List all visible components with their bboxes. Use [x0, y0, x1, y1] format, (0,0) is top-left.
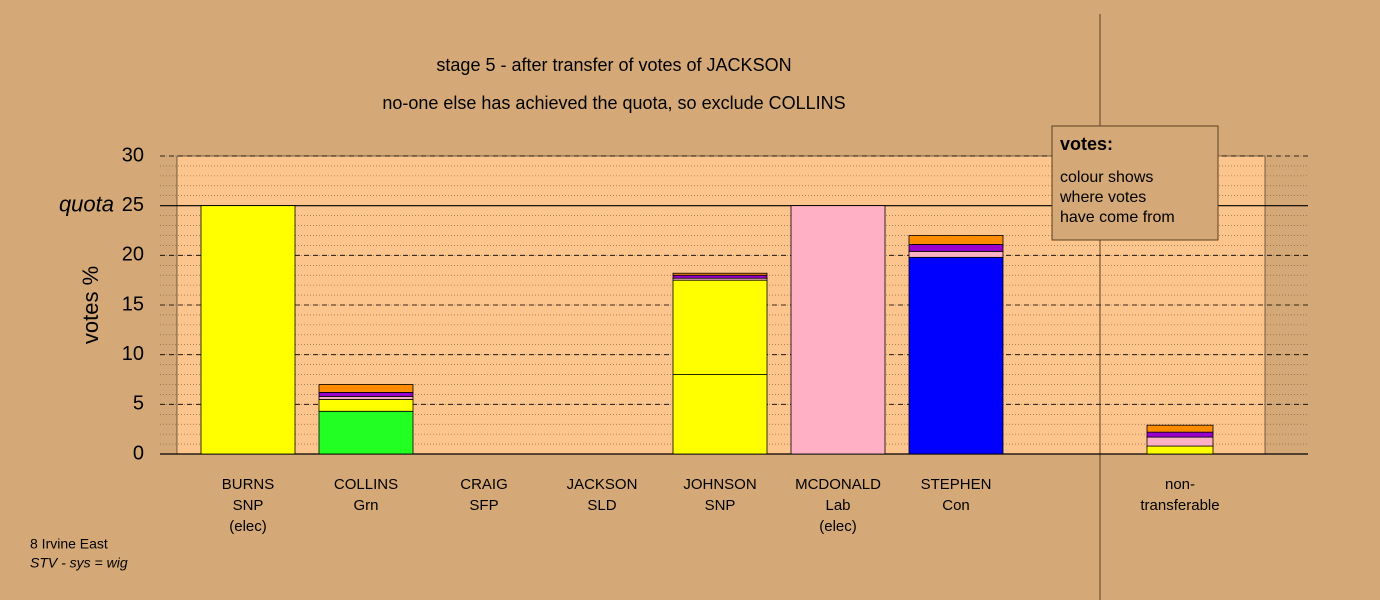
x-tick-label: MCDONALD	[795, 476, 881, 493]
bar-segment	[1146, 445, 1214, 455]
chart-subtitle: no-one else has achieved the quota, so e…	[382, 93, 845, 113]
quota-label: quota	[59, 191, 114, 216]
y-tick-label: 10	[122, 343, 144, 365]
bar-segment	[318, 395, 414, 400]
bar-segment	[908, 250, 1004, 258]
legend-box	[1051, 125, 1219, 241]
bar-segment	[1146, 424, 1214, 433]
y-tick-label: 25	[122, 194, 144, 216]
y-tick-label: 0	[133, 442, 144, 464]
x-tick-label: (elec)	[819, 518, 857, 535]
x-tick-label: (elec)	[229, 518, 267, 535]
x-tick-label: Con	[942, 497, 970, 514]
x-tick-label: transferable	[1140, 497, 1219, 514]
chart-title: stage 5 - after transfer of votes of JAC…	[436, 55, 791, 75]
bar-segment	[672, 272, 768, 276]
bar-segment	[672, 279, 768, 375]
x-tick-label: non-	[1165, 476, 1195, 493]
y-tick-label: 20	[122, 244, 144, 266]
bar-segment	[200, 205, 296, 455]
x-tick-label: STEPHEN	[921, 476, 992, 493]
legend-text: colour shows	[1060, 169, 1153, 186]
y-axis-label: votes %	[78, 266, 103, 344]
footer-line: STV - sys = wig	[30, 555, 128, 571]
x-tick-label: Grn	[353, 497, 378, 514]
bar-segment	[318, 410, 414, 455]
x-tick-label: BURNS	[222, 476, 275, 493]
bar-segment	[790, 205, 886, 455]
y-tick-label: 15	[122, 293, 144, 315]
bar-segment	[1146, 436, 1214, 447]
y-tick-label: 5	[133, 393, 144, 415]
x-tick-label: JACKSON	[567, 476, 638, 493]
bar-segment	[908, 256, 1004, 455]
legend-text: where votes	[1059, 189, 1146, 206]
x-tick-label: SLD	[587, 497, 616, 514]
footer-line: 8 Irvine East	[30, 536, 108, 552]
bar-segment	[672, 374, 768, 455]
bar-segment	[908, 235, 1004, 245]
x-tick-label: SNP	[233, 497, 264, 514]
legend-text: have come from	[1060, 209, 1175, 226]
legend-title: votes:	[1060, 134, 1113, 154]
y-tick-label: 30	[122, 144, 144, 166]
plot: 0 5 10 15 20 25 30 quota BURNS SNP (elec) COLLINS Gr…	[59, 144, 1308, 535]
x-tick-label: CRAIG	[460, 476, 508, 493]
bar-segment	[908, 244, 1004, 252]
x-tick-label: Lab	[825, 497, 850, 514]
x-tick-label: SNP	[705, 497, 736, 514]
x-tick-label: COLLINS	[334, 476, 398, 493]
bar-segment	[672, 274, 768, 279]
x-tick-label: SFP	[469, 497, 498, 514]
bar-segment	[1146, 431, 1214, 438]
bar-segment	[318, 384, 414, 393]
x-tick-label: JOHNSON	[683, 476, 756, 493]
bar-segment	[318, 392, 414, 397]
bar-segment	[318, 398, 414, 412]
